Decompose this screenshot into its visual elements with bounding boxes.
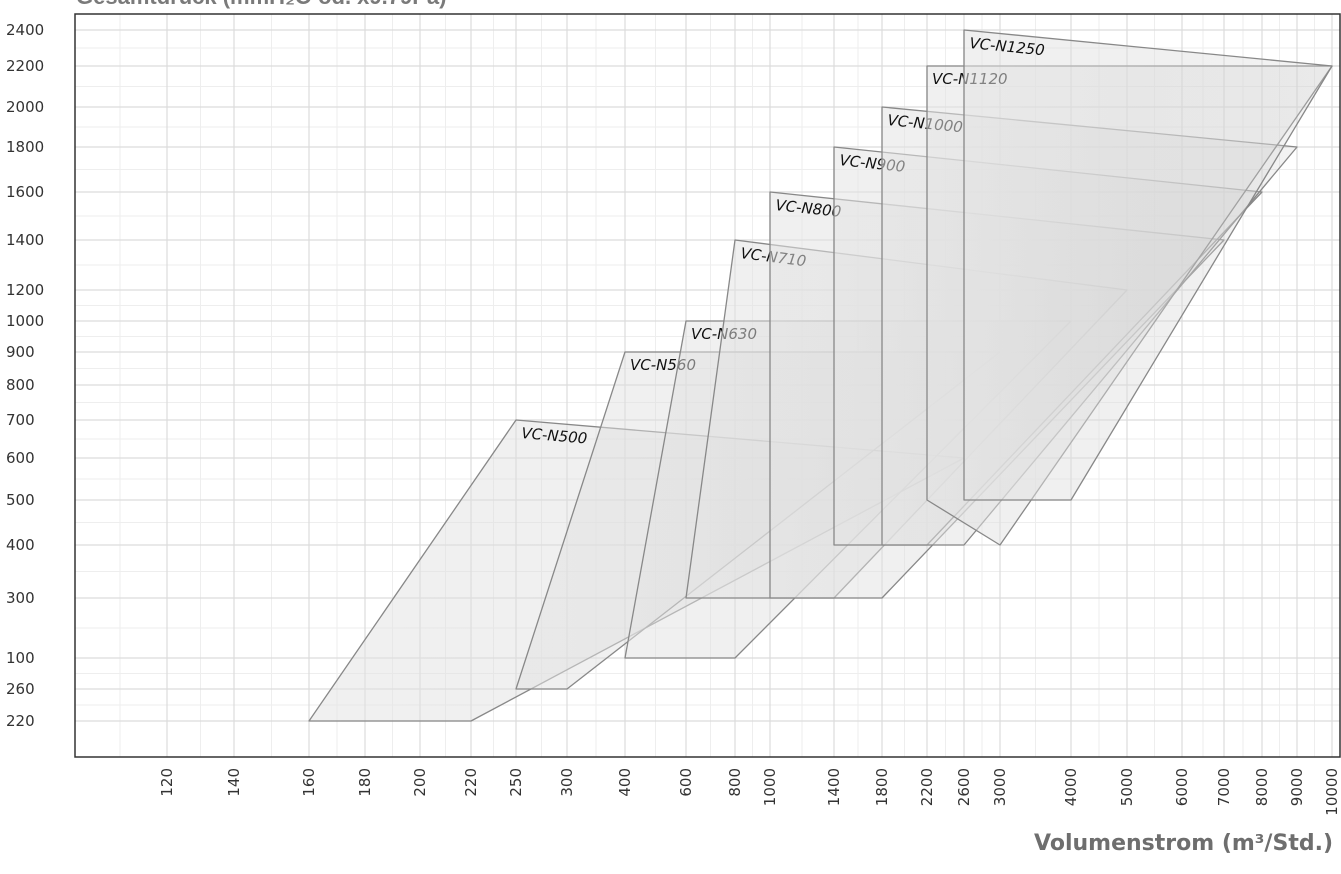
y-tick-label: 1400 [6, 231, 44, 249]
y-tick-label: 2200 [6, 57, 44, 75]
x-tick-label: 120 [158, 768, 176, 797]
x-tick-label: 600 [677, 768, 695, 797]
x-tick-label: 1000 [761, 768, 779, 806]
x-tick-label: 160 [300, 768, 318, 797]
x-tick-label: 800 [726, 768, 744, 797]
x-tick-label: 2200 [918, 768, 936, 806]
y-tick-label: 1600 [6, 183, 44, 201]
plot-frame [74, 13, 1341, 758]
y-tick-label: 1800 [6, 138, 44, 156]
series-envelope [963, 29, 1333, 501]
x-tick-label: 3000 [991, 768, 1009, 806]
x-tick-label: 10000 [1323, 768, 1341, 816]
x-tick-label: 9000 [1288, 768, 1306, 806]
y-tick-label: 260 [6, 680, 35, 698]
x-tick-label: 200 [411, 768, 429, 797]
x-axis-label: Volumenstrom (m³/Std.) [1034, 831, 1333, 856]
x-tick-label: 1800 [873, 768, 891, 806]
x-tick-label: 220 [462, 768, 480, 797]
x-tick-label: 8000 [1253, 768, 1271, 806]
y-tick-label: 900 [6, 343, 35, 361]
y-tick-label: 400 [6, 536, 35, 554]
y-tick-label: 1200 [6, 281, 44, 299]
series-label: VC-N500 [521, 424, 588, 448]
x-tick-label: 1400 [825, 768, 843, 806]
y-tick-label: 500 [6, 491, 35, 509]
y-tick-label: 2400 [6, 21, 44, 39]
x-tick-label: 6000 [1173, 768, 1191, 806]
y-tick-label: 2000 [6, 98, 44, 116]
series-layer: VC-N500VC-N560VC-N630VC-N710VC-N800VC-N9… [308, 29, 1333, 722]
x-tick-label: 400 [616, 768, 634, 797]
x-tick-label: 2600 [955, 768, 973, 806]
y-tick-label: 600 [6, 449, 35, 467]
y-tick-label: 800 [6, 376, 35, 394]
y-tick-label: 1000 [6, 312, 44, 330]
y-tick-label: 700 [6, 411, 35, 429]
x-tick-label: 5000 [1118, 768, 1136, 806]
x-tick-label: 7000 [1215, 768, 1233, 806]
x-axis-ticks: 120 140 160 180 200 220 250 300 400 600 800 1000 140… [158, 768, 1341, 816]
x-tick-label: 180 [356, 768, 374, 797]
x-tick-label: 4000 [1062, 768, 1080, 806]
y-tick-label: 300 [6, 589, 35, 607]
chart-title: Gesamtdruck (mmH₂O od. x9.79Pa) [76, 0, 446, 9]
y-tick-label: 220 [6, 712, 35, 730]
y-axis-ticks: 2400 2200 2000 1800 1600 1400 1200 1000 900 800 70… [6, 21, 44, 730]
x-tick-label: 140 [225, 768, 243, 797]
x-tick-label: 300 [558, 768, 576, 797]
y-tick-label: 100 [6, 649, 35, 667]
x-tick-label: 250 [507, 768, 525, 797]
